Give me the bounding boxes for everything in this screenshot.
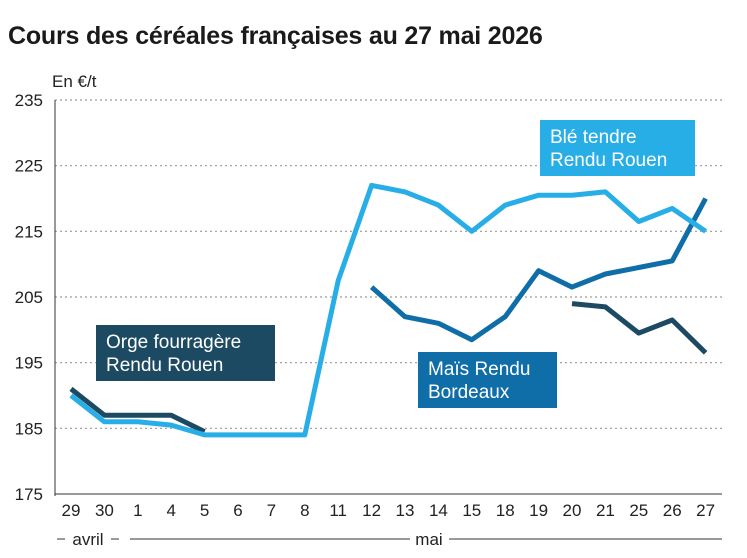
series-label-box	[418, 352, 557, 408]
series-label-box	[540, 120, 695, 176]
y-axis-unit-label: En €/t	[52, 72, 97, 91]
x-tick-label: 14	[429, 501, 448, 520]
grid-lines	[55, 99, 722, 495]
chart-title: Cours des céréales françaises au 27 mai …	[8, 22, 543, 50]
x-tick-label: 5	[200, 501, 209, 520]
x-tick-label: 6	[233, 501, 242, 520]
x-tick-label: 19	[529, 501, 548, 520]
y-axis-ticks: 175 185 195 205 215 225 235	[15, 91, 43, 504]
series-label-text: Rendu Rouen	[550, 150, 667, 171]
x-tick-label: 11	[329, 501, 347, 520]
y-tick-label: 195	[15, 354, 43, 373]
x-tick-label: 25	[629, 501, 648, 520]
month-label-avril: avril	[72, 530, 103, 549]
y-tick-label: 205	[15, 288, 43, 307]
x-tick-label: 7	[267, 501, 276, 520]
x-tick-label: 21	[596, 501, 615, 520]
x-tick-label: 13	[396, 501, 415, 520]
month-label-mai: mai	[415, 530, 442, 549]
month-labels: avril mai	[57, 530, 722, 549]
series-line-1	[369, 197, 708, 343]
series-lines	[69, 182, 708, 438]
x-axis-ticks: 29 30 1 4 5 6 7 8 11 12 13 14 15 18 19 20 21 25 26 27	[62, 501, 716, 520]
x-tick-label: 26	[663, 501, 682, 520]
y-tick-label: 225	[15, 157, 43, 176]
y-tick-label: 185	[15, 419, 43, 438]
series-label-box	[96, 325, 275, 381]
x-tick-label: 15	[462, 501, 481, 520]
x-tick-label: 18	[496, 501, 515, 520]
x-tick-label: 12	[362, 501, 381, 520]
series-label-text: Rendu Rouen	[106, 355, 223, 376]
y-tick-label: 175	[15, 485, 43, 504]
x-tick-label: 27	[696, 501, 715, 520]
x-tick-label: 8	[300, 501, 309, 520]
series-label-text: Maïs Rendu	[428, 359, 530, 380]
y-tick-label: 215	[15, 222, 43, 241]
series-label-text: Bordeaux	[428, 382, 510, 403]
x-tick-label: 29	[62, 501, 81, 520]
series-label-text: Blé tendre	[550, 127, 637, 148]
x-tick-label: 30	[95, 501, 114, 520]
x-tick-label: 4	[166, 501, 175, 520]
x-tick-label: 20	[563, 501, 582, 520]
y-tick-label: 235	[15, 91, 43, 110]
series-label-text: Orge fourragère	[106, 332, 241, 353]
series-line-2	[69, 182, 708, 438]
x-tick-label: 1	[133, 501, 142, 520]
